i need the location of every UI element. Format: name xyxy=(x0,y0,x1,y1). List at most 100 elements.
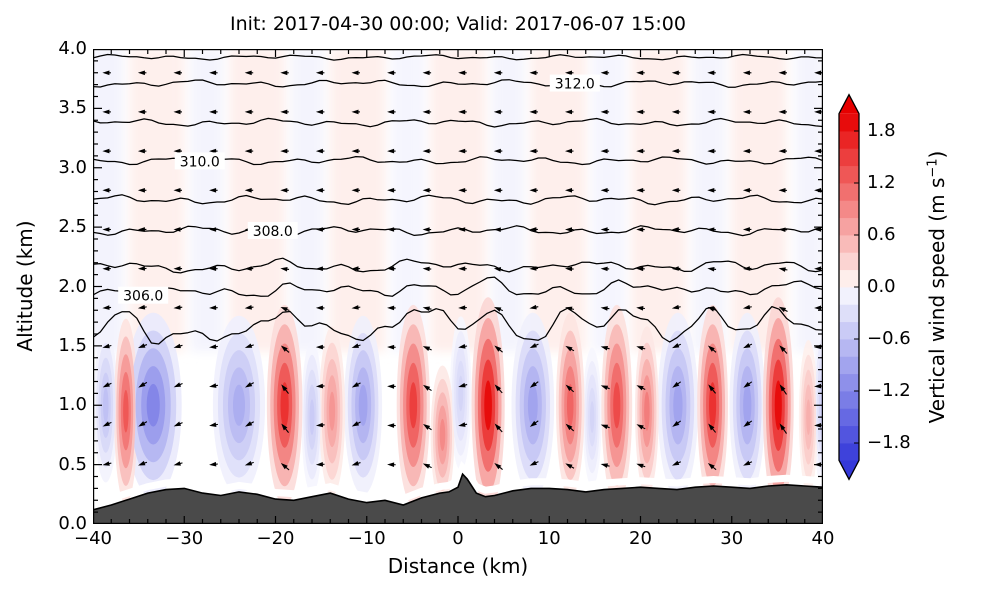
colorbar-tick-label: −1.8 xyxy=(867,432,911,453)
y-axis-label: Altitude (km) xyxy=(13,220,37,352)
wind-vector xyxy=(742,148,752,154)
wind-vector xyxy=(636,266,645,272)
wind-vector xyxy=(493,188,503,193)
contour-label-box xyxy=(247,221,298,239)
wind-vector xyxy=(387,305,396,311)
wind-vector xyxy=(458,382,468,388)
wind-vector xyxy=(672,420,682,427)
wind-vector xyxy=(458,70,467,76)
wind-vector xyxy=(742,70,752,76)
wind-vector xyxy=(387,462,396,468)
wind-vector xyxy=(672,343,682,349)
colorbar-segment xyxy=(839,321,859,340)
wind-vector xyxy=(636,346,646,351)
updraft-cell xyxy=(439,418,446,451)
colorbar-segment xyxy=(839,165,859,184)
wind-vector xyxy=(778,109,788,115)
updraft-downdraft-cells xyxy=(93,297,823,514)
wind-vector xyxy=(244,188,254,193)
wind-vector xyxy=(743,460,753,466)
wind-vector xyxy=(565,109,574,115)
wind-vector xyxy=(244,109,254,115)
wind-vector xyxy=(672,460,682,466)
wind-vector xyxy=(137,109,147,115)
colorbar-segment xyxy=(839,408,859,427)
wind-vector xyxy=(244,148,254,154)
wind-vector xyxy=(671,266,681,271)
wind-vector xyxy=(742,304,752,310)
wind-vector xyxy=(779,345,788,354)
y-tick-label: 2.5 xyxy=(58,216,87,238)
wind-vector xyxy=(565,188,574,193)
wind-vector xyxy=(102,461,112,466)
wind-vector xyxy=(778,70,788,76)
colorbar-segment xyxy=(839,373,859,392)
wind-vector xyxy=(493,227,503,232)
wind-vector xyxy=(600,70,610,76)
wind-vector xyxy=(244,305,254,310)
colorbar-tick-label: 0.0 xyxy=(867,276,896,297)
wind-vector xyxy=(102,421,112,427)
wind-vector xyxy=(743,343,753,349)
y-tick-label: 2.0 xyxy=(58,275,87,297)
wind-vector xyxy=(529,420,539,427)
wind-vector xyxy=(315,305,325,311)
wind-vector xyxy=(672,381,682,388)
wind-vector xyxy=(137,70,147,76)
streak xyxy=(191,49,224,352)
wind-vector xyxy=(244,266,254,271)
wind-vector xyxy=(173,109,183,115)
colorbar-tick-label: 1.2 xyxy=(867,171,896,193)
wind-vector xyxy=(315,188,325,193)
wind-vector xyxy=(600,188,610,193)
streak xyxy=(531,49,586,352)
y-tick-label: 3.5 xyxy=(58,97,87,119)
wind-vector xyxy=(351,148,361,154)
wind-vector xyxy=(422,266,432,272)
wind-vector xyxy=(137,188,147,193)
y-tick-label: 3.0 xyxy=(58,156,87,178)
wind-vector xyxy=(351,461,361,466)
contour-label-box xyxy=(549,74,600,92)
wind-vector xyxy=(209,305,218,311)
x-tick-label: −40 xyxy=(74,528,112,549)
y-tick-label: 0.0 xyxy=(58,513,87,534)
wind-vector xyxy=(529,343,539,349)
wind-vector xyxy=(173,343,183,349)
streak xyxy=(330,49,385,352)
x-tick-label: 40 xyxy=(811,528,835,549)
contour-label-box xyxy=(174,152,225,170)
wind-vector xyxy=(529,381,539,388)
wind-vector xyxy=(707,307,717,312)
updraft-cell xyxy=(566,383,574,427)
wind-vector xyxy=(137,266,147,271)
wind-vector xyxy=(636,385,646,391)
wind-vector xyxy=(458,422,468,427)
wind-vector xyxy=(351,382,361,388)
contour-label: 310.0 xyxy=(180,154,220,170)
colorbar-extend-max xyxy=(839,94,859,114)
downdraft-cell xyxy=(232,384,246,426)
updraft-cell xyxy=(774,380,782,431)
colorbar-segment xyxy=(839,425,859,444)
streak xyxy=(430,49,486,352)
wind-vector xyxy=(387,384,396,389)
wind-vector xyxy=(671,109,681,115)
downdraft-cell xyxy=(103,387,109,424)
wind-vector xyxy=(351,227,361,232)
wind-vector xyxy=(636,188,645,193)
wind-vector xyxy=(565,463,575,469)
wind-vector xyxy=(138,460,148,466)
wind-vector xyxy=(636,70,645,76)
wind-vector xyxy=(351,109,361,115)
wind-vector xyxy=(315,462,325,467)
wind-vector xyxy=(707,109,716,115)
wind-vector xyxy=(636,109,645,115)
wind-vector xyxy=(636,306,645,311)
wind-vector xyxy=(600,227,610,232)
wind-vector xyxy=(173,305,183,310)
wind-vector xyxy=(102,70,111,76)
colorbar-segment xyxy=(839,356,859,375)
wind-vector xyxy=(707,70,716,76)
colorbar-segment xyxy=(839,287,859,305)
